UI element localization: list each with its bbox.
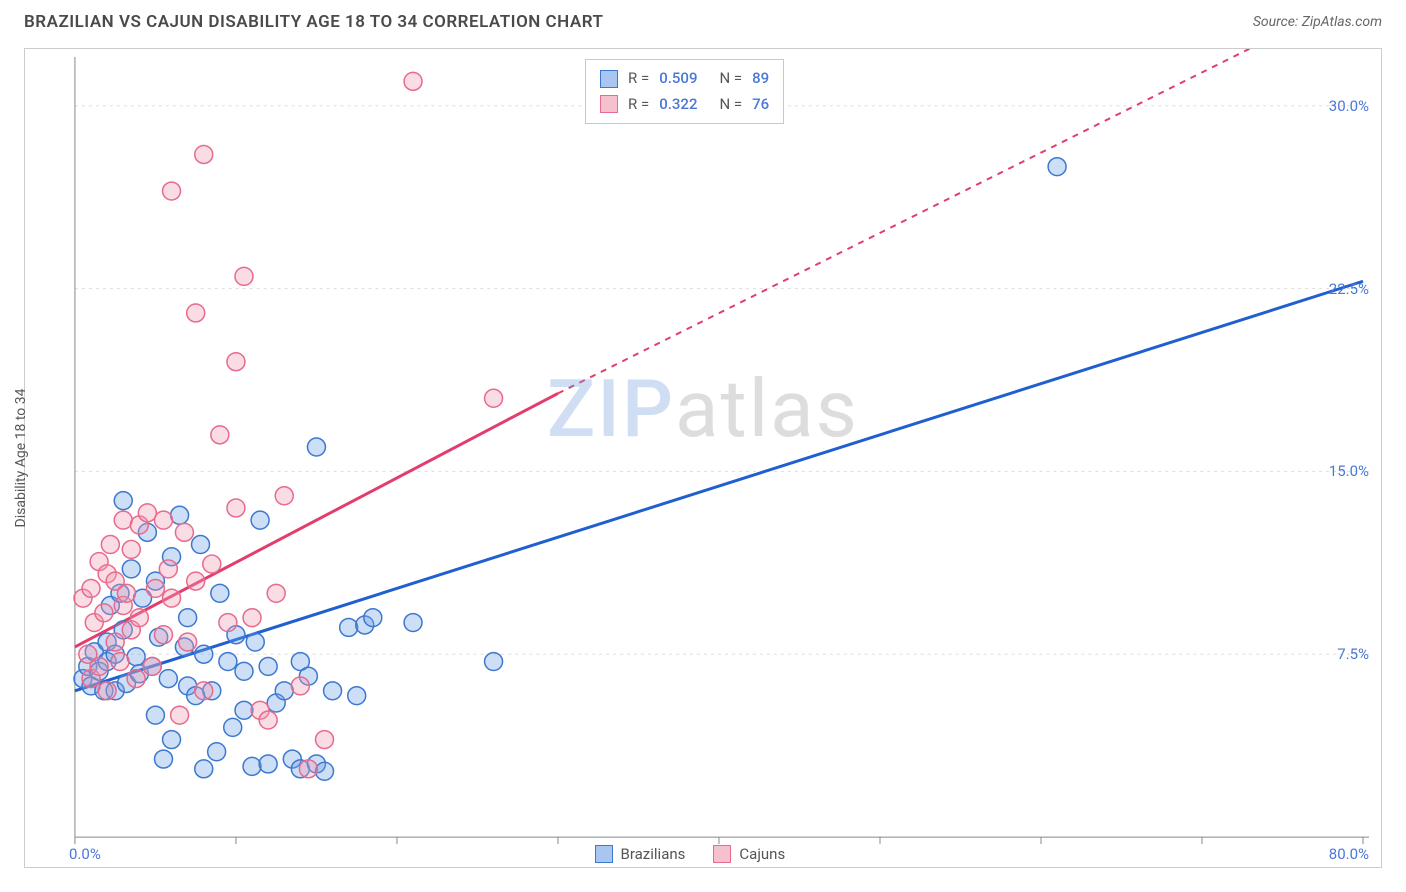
y-tick-label: 22.5% — [1329, 280, 1369, 298]
x-tick-min: 0.0% — [69, 845, 101, 863]
stats-legend-box: R = 0.509 N = 89 R = 0.322 N = 76 — [585, 59, 784, 124]
stat-row: R = 0.509 N = 89 — [600, 66, 769, 92]
legend-item: Cajuns — [713, 845, 785, 863]
scatter-plot — [25, 49, 1381, 867]
swatch-icon — [713, 845, 731, 863]
legend-label: Cajuns — [739, 845, 785, 863]
y-tick-label: 7.5% — [1337, 645, 1369, 663]
source-label: Source: ZipAtlas.com — [1253, 14, 1382, 30]
legend-label: Brazilians — [621, 845, 686, 863]
bottom-legend: Brazilians Cajuns — [595, 845, 786, 863]
chart-container: Disability Age 18 to 34 ZIPatlas 7.5%15.… — [24, 48, 1382, 868]
y-tick-label: 15.0% — [1329, 462, 1369, 480]
swatch-icon — [595, 845, 613, 863]
swatch-icon — [600, 95, 618, 113]
chart-title: BRAZILIAN VS CAJUN DISABILITY AGE 18 TO … — [24, 12, 603, 32]
swatch-icon — [600, 70, 618, 88]
y-tick-label: 30.0% — [1329, 97, 1369, 115]
legend-item: Brazilians — [595, 845, 686, 863]
x-tick-max: 80.0% — [1329, 845, 1369, 863]
stat-row: R = 0.322 N = 76 — [600, 92, 769, 118]
